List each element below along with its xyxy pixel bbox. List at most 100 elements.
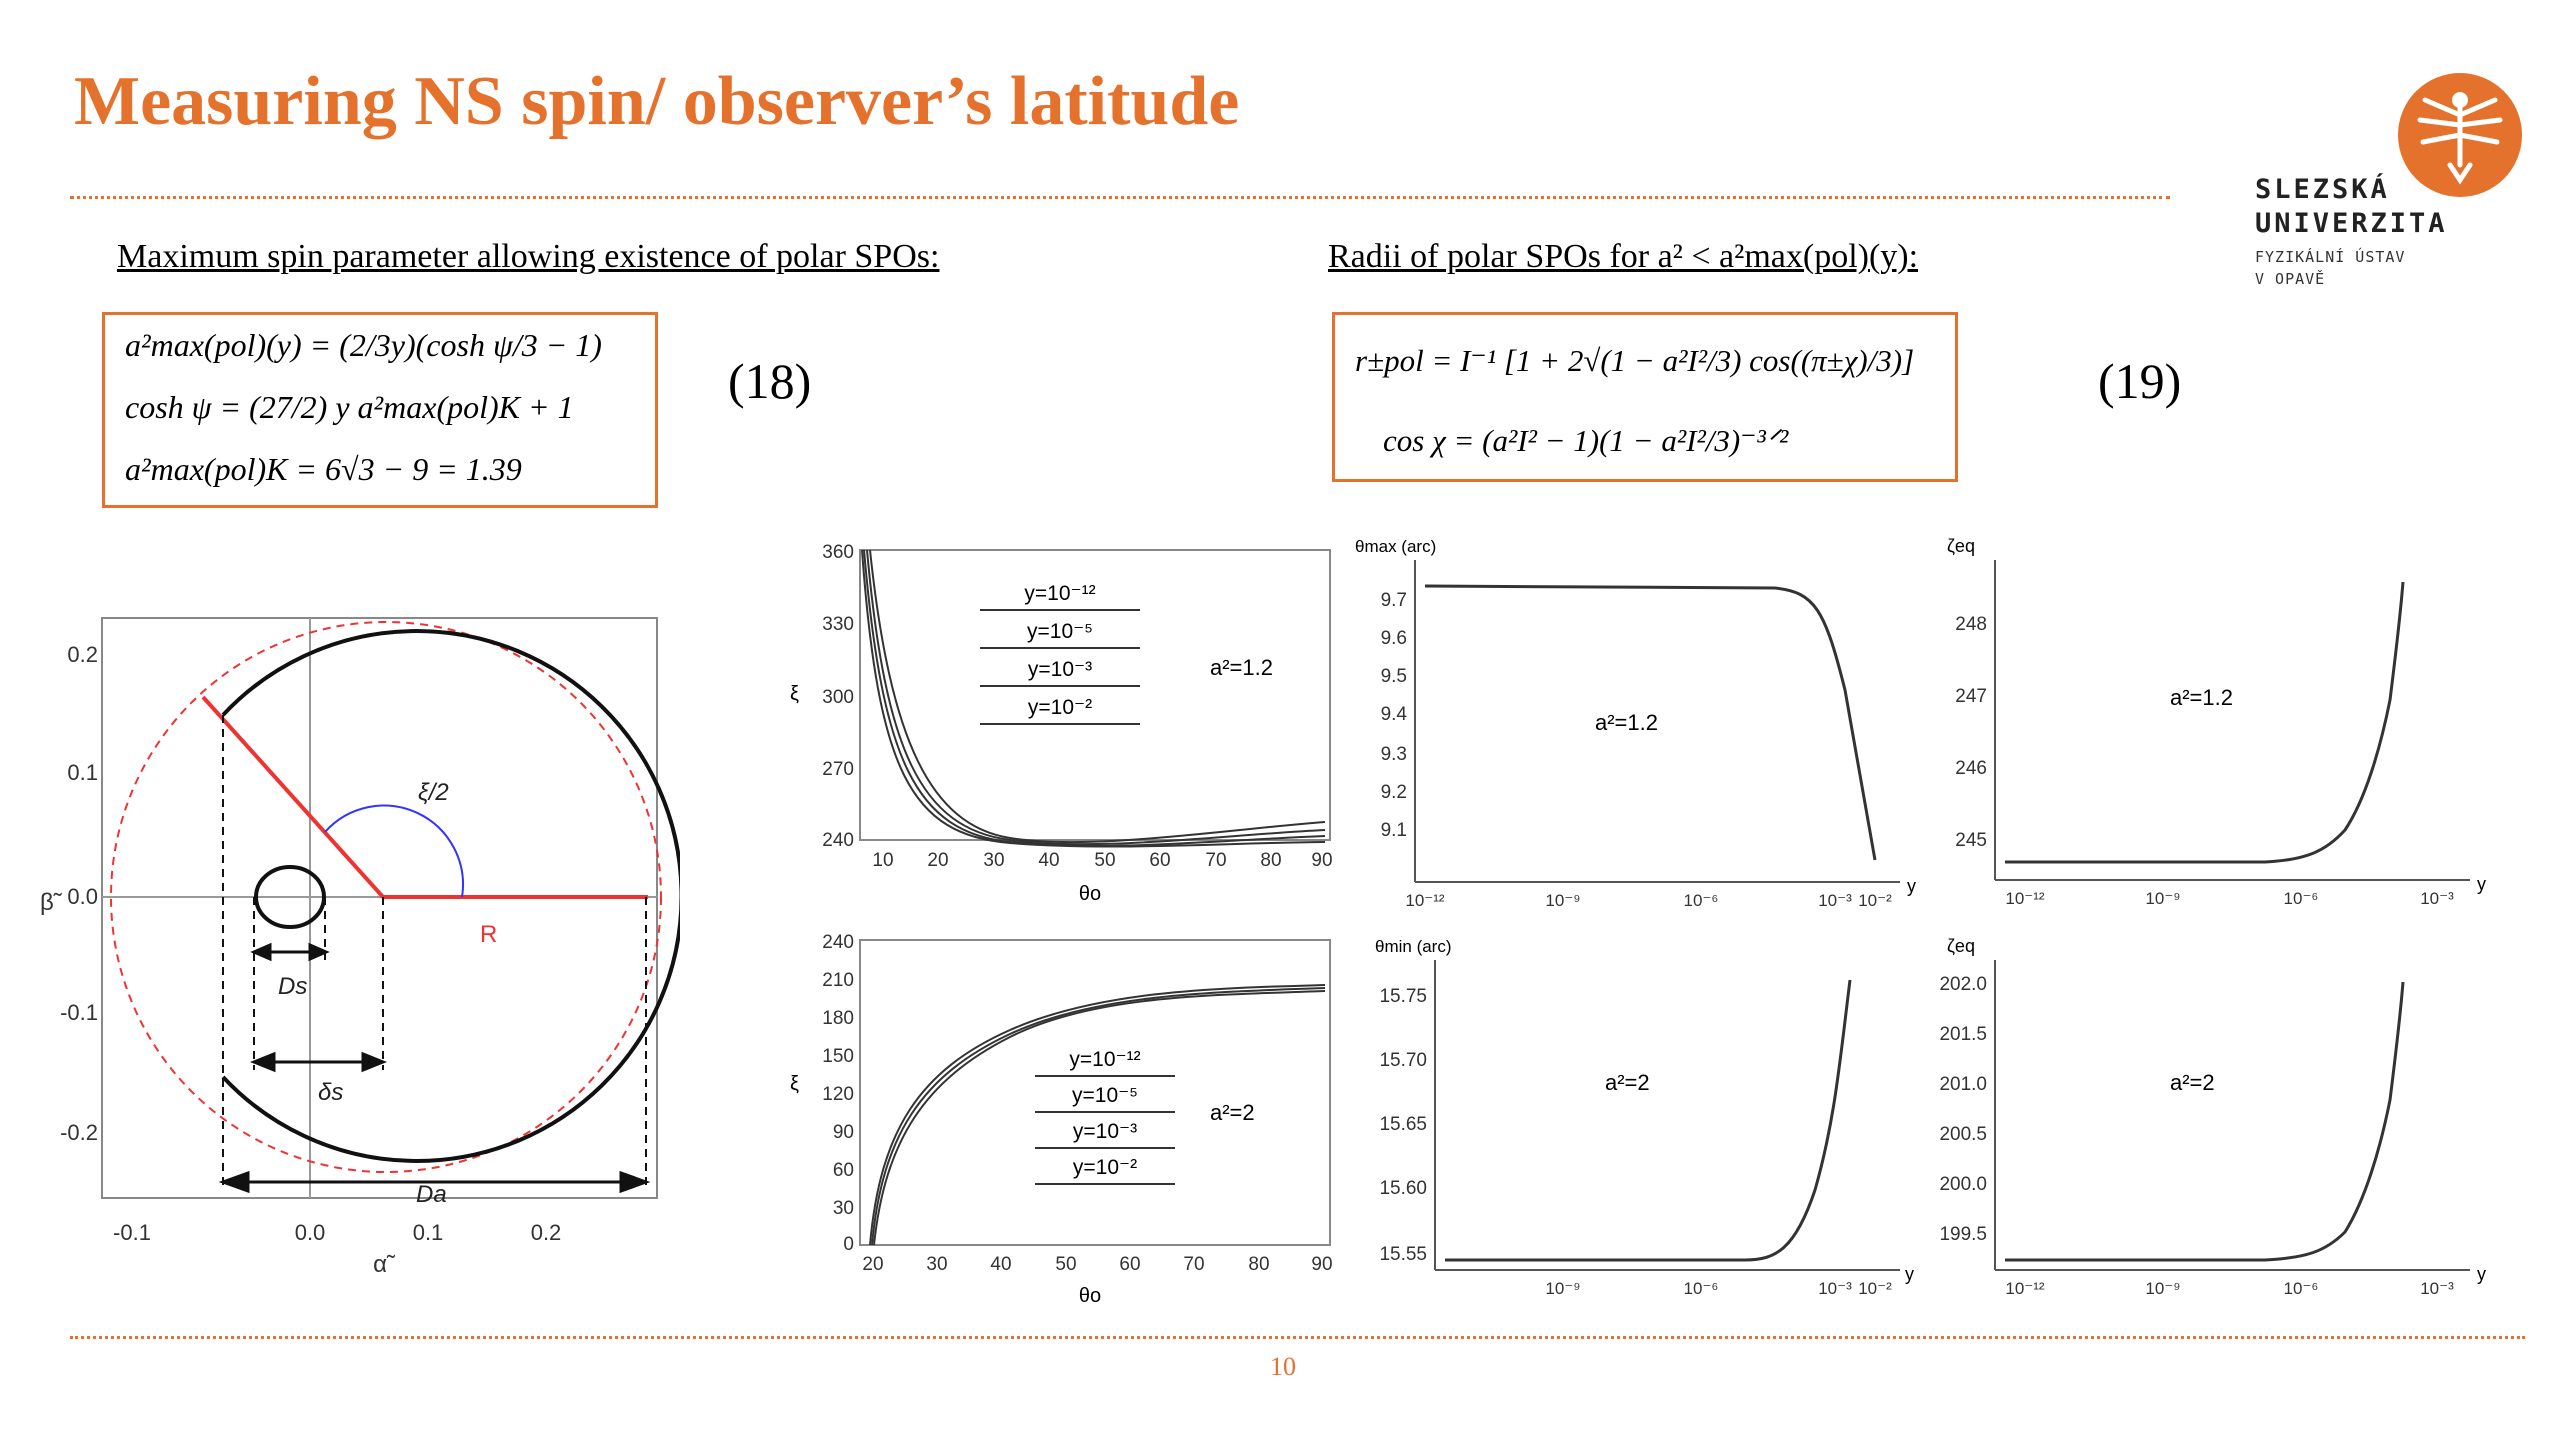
xi-bottom-x-tick-2: 30 bbox=[926, 1254, 947, 1275]
theta-min-annotation: a²=2 bbox=[1605, 1070, 1650, 1095]
xi-bottom-y-tick-1: 240 bbox=[822, 932, 854, 953]
equation-number-19: (19) bbox=[2098, 353, 2182, 409]
zeta-chart-top: ζeq 248 247 246 245 10⁻¹² 10⁻⁹ 10⁻⁶ 10⁻³… bbox=[1947, 536, 2486, 908]
theta-max-x-tick-3: 10⁻⁶ bbox=[1684, 891, 1719, 910]
theta-max-y-tick-4: 9.4 bbox=[1381, 704, 1408, 725]
theta-max-y-tick-6: 9.2 bbox=[1381, 782, 1407, 803]
theta-max-y-tick-2: 9.6 bbox=[1381, 628, 1407, 649]
xi-bottom-y-tick-3: 180 bbox=[822, 1008, 854, 1029]
theta-min-y-tick-2: 15.70 bbox=[1379, 1050, 1427, 1071]
shadow-delta-label: δs bbox=[318, 1079, 343, 1106]
shadow-da-label: Da bbox=[416, 1181, 447, 1208]
xi-top-x-label: θo bbox=[1079, 883, 1101, 905]
xi-bottom-y-tick-4: 150 bbox=[822, 1046, 854, 1067]
theta-min-y-tick-1: 15.75 bbox=[1379, 986, 1427, 1007]
zeta-top-y-tick-3: 246 bbox=[1955, 758, 1987, 779]
shadow-radius-label: R bbox=[480, 921, 497, 948]
zeta-bottom-x-tick-1: 10⁻¹² bbox=[2005, 1279, 2045, 1298]
xi-bottom-legend-3: y=10⁻³ bbox=[1073, 1120, 1137, 1143]
zeta-bottom-x-tick-2: 10⁻⁹ bbox=[2145, 1279, 2180, 1298]
zeta-top-x-tick-4: 10⁻³ bbox=[2420, 889, 2454, 908]
xi-chart-top: y=10⁻¹² y=10⁻⁵ y=10⁻³ y=10⁻² a²=1.2 360 … bbox=[790, 542, 1333, 905]
theta-max-y-tick-1: 9.7 bbox=[1381, 590, 1407, 611]
equation-number-18: (18) bbox=[728, 353, 812, 409]
zeta-bottom-y-tick-3: 201.0 bbox=[1939, 1074, 1987, 1095]
zeta-bottom-y-tick-1: 202.0 bbox=[1939, 974, 1987, 995]
theta-max-annotation: a²=1.2 bbox=[1595, 710, 1658, 735]
shadow-y-tick-3: 0.0 bbox=[67, 884, 98, 909]
shadow-x-tick-4: 0.2 bbox=[531, 1220, 562, 1245]
theta-min-chart: θmin (arc) 15.75 15.70 15.65 15.60 15.55… bbox=[1375, 937, 1914, 1298]
xi-bottom-y-tick-8: 30 bbox=[833, 1198, 854, 1219]
zeta-top-x-tick-1: 10⁻¹² bbox=[2005, 889, 2045, 908]
xi-top-x-tick-9: 90 bbox=[1311, 850, 1332, 871]
theta-max-y-label: θmax (arc) bbox=[1355, 537, 1436, 556]
xi-bottom-x-tick-3: 40 bbox=[990, 1254, 1011, 1275]
zeta-bottom-x-tick-3: 10⁻⁶ bbox=[2284, 1279, 2319, 1298]
shadow-x-tick-1: -0.1 bbox=[113, 1220, 151, 1245]
xi-bottom-y-tick-7: 60 bbox=[833, 1160, 854, 1181]
xi-top-x-tick-4: 40 bbox=[1038, 850, 1059, 871]
xi-top-annotation: a²=1.2 bbox=[1210, 655, 1273, 680]
shadow-x-label: α̃ bbox=[373, 1251, 396, 1278]
xi-bottom-x-tick-1: 20 bbox=[862, 1254, 883, 1275]
zeta-chart-bottom: ζeq 202.0 201.5 201.0 200.5 200.0 199.5 … bbox=[1939, 936, 2486, 1298]
xi-bottom-x-tick-6: 70 bbox=[1183, 1254, 1204, 1275]
theta-min-y-tick-4: 15.60 bbox=[1379, 1178, 1427, 1199]
shadow-x-tick-3: 0.1 bbox=[413, 1220, 444, 1245]
xi-bottom-x-label: θo bbox=[1079, 1285, 1101, 1307]
xi-bottom-legend-4: y=10⁻² bbox=[1073, 1156, 1137, 1179]
xi-top-y-tick-5: 240 bbox=[822, 830, 854, 851]
xi-top-x-tick-6: 60 bbox=[1149, 850, 1170, 871]
theta-max-y-tick-3: 9.5 bbox=[1381, 666, 1407, 687]
xi-top-y-tick-3: 300 bbox=[822, 687, 854, 708]
xi-chart-bottom: y=10⁻¹² y=10⁻⁵ y=10⁻³ y=10⁻² a²=2 240 21… bbox=[790, 932, 1333, 1307]
xi-bottom-annotation: a²=2 bbox=[1210, 1100, 1255, 1125]
equation-box-18: a²max(pol)(y) = (2/3y)(cosh ψ/3 − 1) cos… bbox=[102, 312, 658, 508]
zeta-bottom-x-label: y bbox=[2477, 1264, 2486, 1284]
shadow-x-tick-2: 0.0 bbox=[295, 1220, 326, 1245]
xi-bottom-x-tick-4: 50 bbox=[1055, 1254, 1076, 1275]
zeta-top-y-tick-2: 247 bbox=[1955, 686, 1987, 707]
zeta-top-y-tick-1: 248 bbox=[1955, 614, 1987, 635]
zeta-bottom-annotation: a²=2 bbox=[2170, 1070, 2215, 1095]
theta-max-y-tick-5: 9.3 bbox=[1381, 744, 1407, 765]
zeta-bottom-x-tick-4: 10⁻³ bbox=[2420, 1279, 2454, 1298]
theta-min-x-tick-1: 10⁻⁹ bbox=[1545, 1279, 1580, 1298]
xi-top-x-tick-1: 10 bbox=[872, 850, 893, 871]
zeta-top-y-tick-4: 245 bbox=[1955, 830, 1987, 851]
xi-top-x-tick-2: 20 bbox=[927, 850, 948, 871]
eagle-icon bbox=[2398, 73, 2522, 197]
shadow-y-tick-1: 0.2 bbox=[67, 642, 98, 667]
logo-text-line1: SLEZSKÁ bbox=[2255, 174, 2390, 205]
xi-bottom-y-tick-5: 120 bbox=[822, 1084, 854, 1105]
xi-top-legend-4: y=10⁻² bbox=[1028, 696, 1092, 719]
xi-top-y-tick-1: 360 bbox=[822, 542, 854, 563]
logo-text-line4: V OPAVĚ bbox=[2255, 270, 2326, 288]
xi-bottom-legend-2: y=10⁻⁵ bbox=[1072, 1084, 1138, 1107]
xi-top-x-tick-8: 80 bbox=[1260, 850, 1281, 871]
logo-text-line3: FYZIKÁLNÍ ÚSTAV bbox=[2255, 248, 2406, 266]
theta-max-chart: θmax (arc) 9.7 9.6 9.5 9.4 9.3 9.2 9.1 1… bbox=[1355, 537, 1916, 910]
eq18-line2: cosh ψ = (27/2) y a²max(pol)K + 1 bbox=[125, 389, 574, 425]
theta-max-y-tick-7: 9.1 bbox=[1381, 820, 1407, 841]
zeta-top-x-label: y bbox=[2477, 874, 2486, 894]
footer-divider bbox=[70, 1336, 2525, 1339]
equation-box-19: r±pol = I⁻¹ [1 + 2√(1 − a²I²/3) cos((π±χ… bbox=[1332, 312, 1958, 482]
xi-bottom-x-tick-5: 60 bbox=[1119, 1254, 1140, 1275]
zeta-top-y-label: ζeq bbox=[1947, 536, 1975, 556]
xi-top-legend-1: y=10⁻¹² bbox=[1024, 582, 1095, 605]
zeta-top-x-tick-3: 10⁻⁶ bbox=[2284, 889, 2319, 908]
xi-top-y-tick-2: 330 bbox=[822, 614, 854, 635]
shadow-ds-label: Ds bbox=[278, 973, 307, 1000]
xi-top-y-tick-4: 270 bbox=[822, 759, 854, 780]
xi-bottom-x-tick-7: 80 bbox=[1248, 1254, 1269, 1275]
xi-top-x-tick-5: 50 bbox=[1094, 850, 1115, 871]
xi-bottom-y-tick-6: 90 bbox=[833, 1122, 854, 1143]
theta-min-y-tick-3: 15.65 bbox=[1379, 1114, 1427, 1135]
shadow-angle-label: ξ/2 bbox=[418, 779, 449, 806]
shadow-y-tick-5: -0.2 bbox=[60, 1120, 98, 1145]
theta-max-x-tick-5: 10⁻² bbox=[1858, 891, 1892, 910]
theta-min-y-tick-5: 15.55 bbox=[1379, 1244, 1427, 1265]
theta-min-y-label: θmin (arc) bbox=[1375, 937, 1452, 956]
